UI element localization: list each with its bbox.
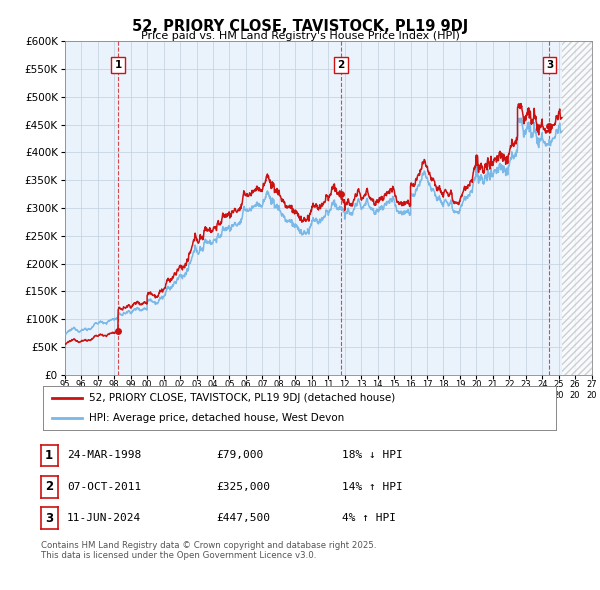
Text: 18% ↓ HPI: 18% ↓ HPI: [342, 451, 403, 460]
Text: £447,500: £447,500: [216, 513, 270, 523]
Text: 07-OCT-2011: 07-OCT-2011: [67, 482, 142, 491]
Text: 4% ↑ HPI: 4% ↑ HPI: [342, 513, 396, 523]
Text: 1: 1: [45, 449, 53, 462]
Text: 3: 3: [546, 60, 553, 70]
Text: 24-MAR-1998: 24-MAR-1998: [67, 451, 142, 460]
Text: 11-JUN-2024: 11-JUN-2024: [67, 513, 142, 523]
Text: £79,000: £79,000: [216, 451, 263, 460]
Text: Contains HM Land Registry data © Crown copyright and database right 2025.: Contains HM Land Registry data © Crown c…: [41, 541, 376, 550]
Bar: [562, 41, 592, 375]
Text: 3: 3: [45, 512, 53, 525]
Text: £325,000: £325,000: [216, 482, 270, 491]
Text: 2: 2: [337, 60, 344, 70]
Text: 52, PRIORY CLOSE, TAVISTOCK, PL19 9DJ: 52, PRIORY CLOSE, TAVISTOCK, PL19 9DJ: [132, 19, 468, 34]
Text: Price paid vs. HM Land Registry's House Price Index (HPI): Price paid vs. HM Land Registry's House …: [140, 31, 460, 41]
Text: 52, PRIORY CLOSE, TAVISTOCK, PL19 9DJ (detached house): 52, PRIORY CLOSE, TAVISTOCK, PL19 9DJ (d…: [89, 393, 395, 403]
Text: 2: 2: [45, 480, 53, 493]
Text: 14% ↑ HPI: 14% ↑ HPI: [342, 482, 403, 491]
Text: 1: 1: [115, 60, 122, 70]
Text: This data is licensed under the Open Government Licence v3.0.: This data is licensed under the Open Gov…: [41, 552, 316, 560]
Text: HPI: Average price, detached house, West Devon: HPI: Average price, detached house, West…: [89, 413, 344, 423]
